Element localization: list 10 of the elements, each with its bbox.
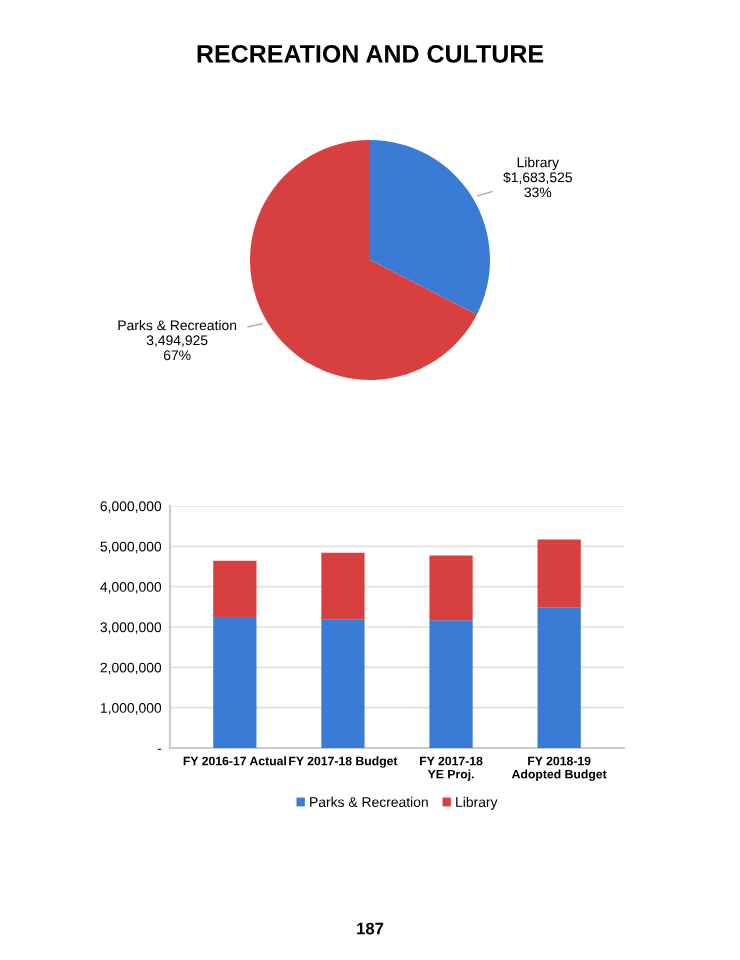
bar — [321, 552, 365, 620]
bar — [537, 607, 581, 748]
bar — [429, 620, 473, 748]
text: 187 — [357, 922, 384, 935]
chart-title: RECREATION AND CULTURE — [197, 45, 544, 63]
bar — [213, 616, 257, 748]
bar — [537, 539, 581, 608]
bar — [213, 560, 257, 617]
bar — [321, 619, 365, 748]
bar — [429, 555, 473, 621]
